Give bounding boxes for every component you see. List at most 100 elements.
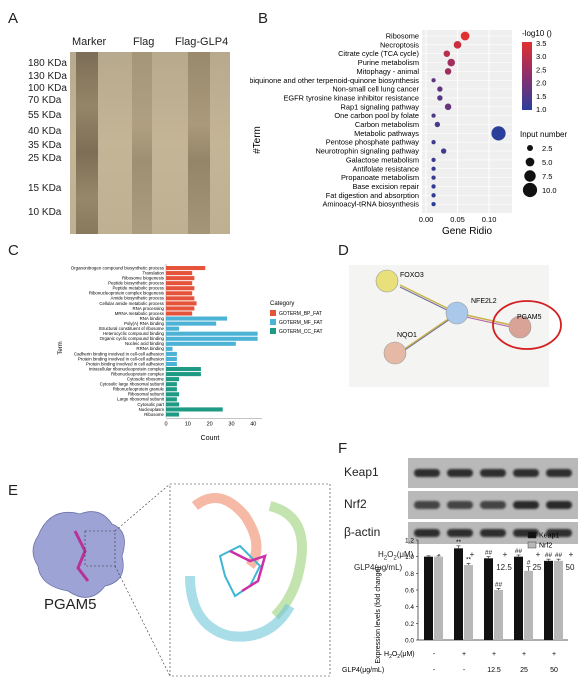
- expression-bar-chart: Expression levels (fold change) 0.00.20.…: [342, 531, 568, 674]
- b-term-label: Galactose metabolism: [346, 155, 419, 164]
- b-size-legend: 2.5 5.0 7.5 10.0: [522, 144, 557, 198]
- c-legend-label: GOTERM_MF_FAT: [279, 320, 323, 326]
- b-size-marker: [524, 170, 536, 182]
- c-term-label: Ribonucleoprotein complex: [111, 371, 165, 376]
- node-pgam5-label: PGAM5: [517, 314, 542, 321]
- h2o2-value: +: [568, 550, 574, 559]
- c-bar: [166, 351, 177, 356]
- b-term-label: Propanoate metabolism: [341, 173, 419, 182]
- blot-band: [546, 469, 572, 477]
- c-term-label: Organonitrogen compound biosynthetic pro…: [71, 265, 165, 270]
- f-bar: [434, 556, 443, 640]
- c-legend-title: Category: [270, 301, 294, 307]
- c-term-label: Nucleoplasm: [139, 407, 165, 412]
- f-glp4-label: GLP4(μg/mL): [342, 667, 384, 674]
- b-point: [431, 166, 436, 171]
- f-h2o2-part: O: [392, 651, 398, 658]
- node-nqo1: [383, 341, 407, 365]
- b-color-tick: 2.5: [536, 65, 546, 74]
- h2o2-value: -: [437, 550, 441, 559]
- protein-surface: [32, 511, 125, 598]
- c-term-label: Protein binding involved in cell adhesio…: [86, 361, 165, 366]
- b-point: [437, 95, 443, 101]
- f-h2o2-label: H2O2(μM): [384, 651, 415, 660]
- f-glp4-value: 25: [520, 667, 528, 674]
- c-xticks: 0 10 20 30 40: [164, 418, 262, 428]
- c-bar: [166, 291, 193, 296]
- f-significance: **: [466, 556, 472, 563]
- c-term-label: Cadherin binding involved in cell-cell a…: [74, 351, 165, 356]
- b-plot-area: [422, 30, 512, 213]
- marker-size-label: 10 KDa: [28, 207, 62, 218]
- f-ytick: 1.0: [405, 554, 414, 561]
- c-term-label: Ribonucleoprotein granule: [113, 387, 165, 392]
- blot-band: [480, 469, 506, 477]
- c-legend-swatch: [270, 310, 276, 316]
- f-legend-swatch: [527, 541, 537, 549]
- western-panel: Keap1 Nrf2 β-actin H2O2(μM) GLP4(μg/mL) - + + +…: [338, 440, 582, 681]
- h2o2-value: +: [469, 550, 475, 559]
- c-term-label: Amide biosynthetic process: [111, 296, 165, 301]
- protein-label: PGAM5: [44, 596, 97, 613]
- b-term-label: Metabolic pathways: [354, 129, 419, 138]
- gel-panel: Marker Flag Flag-GLP4 180 KDa 130 KDa 100 …: [0, 0, 250, 240]
- zoom-line-bottom: [114, 565, 171, 677]
- node-nfe2l2-label: NFE2L2: [471, 298, 497, 305]
- f-h2o2-part: 2: [397, 654, 400, 660]
- b-xtick: 0.00: [419, 215, 434, 224]
- b-size-tick: 7.5: [542, 172, 552, 181]
- b-color-bar: [522, 42, 532, 110]
- helix-cyan: [185, 575, 295, 642]
- helix-orange: [191, 493, 262, 569]
- b-point: [453, 41, 462, 49]
- f-glp4-value: 50: [550, 667, 558, 674]
- glp4-value: 12.5: [496, 563, 512, 572]
- f-legend: Keap1 Nrf2: [527, 531, 559, 550]
- h2o2-sub: 2: [393, 555, 397, 562]
- c-bar: [166, 377, 180, 382]
- f-legend-swatch: [527, 531, 537, 539]
- b-xlabel: Gene Ridio: [442, 226, 492, 235]
- blot-band: [480, 501, 506, 509]
- c-legend-swatch: [270, 328, 276, 334]
- blot-band: [546, 529, 572, 537]
- blot-band: [513, 529, 539, 537]
- c-bar: [166, 407, 223, 412]
- b-point: [431, 175, 436, 180]
- blot-band: [480, 529, 506, 537]
- c-bar: [166, 296, 195, 301]
- band-label: Keap1: [344, 465, 379, 479]
- h2o2-text: O: [387, 550, 394, 559]
- f-h2o2-value: -: [433, 651, 436, 658]
- h2o2-row-label: H2O2(μM): [378, 550, 413, 562]
- panel-letter-e: E: [8, 482, 19, 499]
- b-color-tick: 3.5: [536, 39, 546, 48]
- b-point: [491, 126, 506, 141]
- f-h2o2-value: +: [552, 651, 556, 658]
- c-bar: [166, 397, 177, 402]
- b-term-label: Fat digestion and absorption: [326, 191, 419, 200]
- f-h2o2-part: H: [384, 651, 389, 658]
- b-point: [431, 113, 436, 118]
- c-term-label: MRNA metabolic process: [115, 311, 165, 316]
- pgam5-highlight-ring: [492, 300, 562, 350]
- c-term-label: RNA binding: [140, 316, 165, 321]
- c-bar: [166, 286, 195, 291]
- b-term-label: EGFR tyrosine kinase inhibitor resistanc…: [283, 93, 419, 102]
- c-term-label: Translation: [142, 270, 164, 275]
- b-color-legend-title: -log10 (): [522, 29, 552, 38]
- b-ylabel: #Term: [252, 126, 263, 154]
- panel-letter-d: D: [338, 242, 349, 259]
- c-bar: [166, 326, 180, 331]
- c-term-label: Organic cyclic compound binding: [100, 336, 165, 341]
- b-point: [440, 148, 447, 154]
- c-bar: [166, 266, 206, 271]
- c-bar: [166, 271, 193, 276]
- f-ytick: 0.0: [405, 638, 414, 645]
- marker-lane: [76, 52, 98, 234]
- b-point: [460, 31, 470, 41]
- f-bar: [424, 556, 433, 640]
- b-size-marker: [522, 182, 538, 198]
- b-term-label: Purine metabolism: [358, 58, 419, 67]
